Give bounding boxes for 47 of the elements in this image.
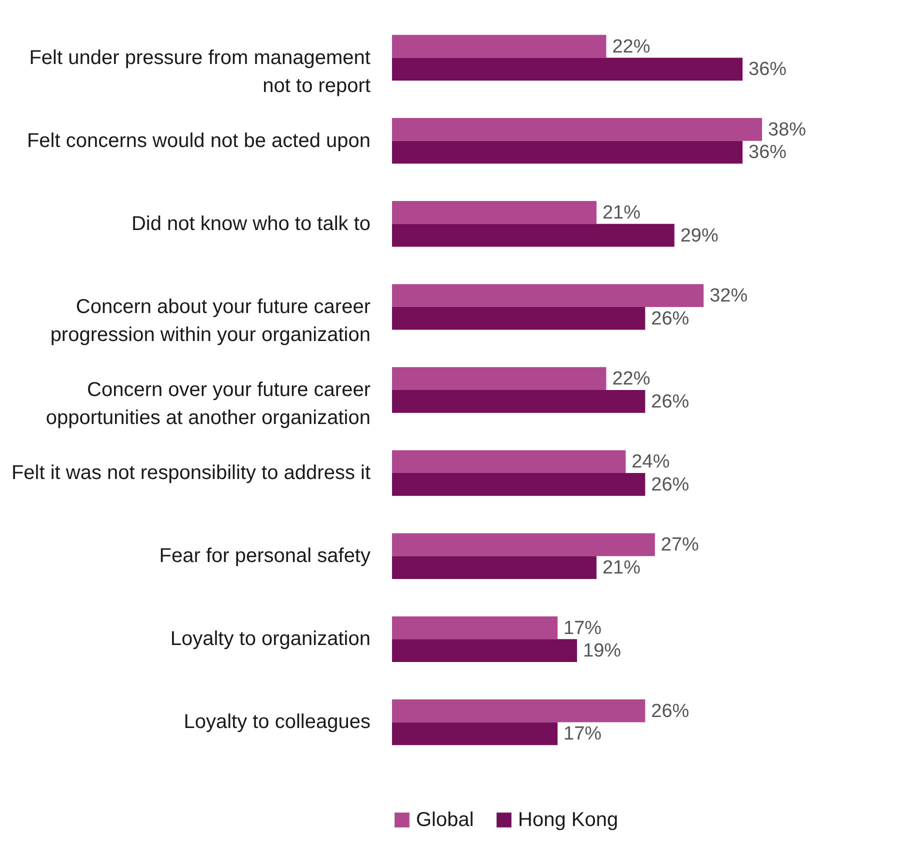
y-tick-label: Felt under pressure from management not to report	[29, 46, 371, 97]
data-label: 17%	[564, 618, 602, 639]
data-label: 17%	[564, 724, 602, 745]
data-label: 38%	[768, 119, 806, 140]
data-label: 24%	[632, 452, 670, 473]
bar	[392, 58, 743, 81]
bar	[392, 556, 596, 579]
bar	[392, 473, 646, 496]
data-label: 22%	[612, 368, 650, 390]
data-label: 26%	[651, 308, 690, 330]
y-tick-label: Felt it was not responsibility to address it	[11, 462, 371, 484]
y-tick-label: Concern about your future career progression within your organization	[50, 296, 371, 346]
bar	[392, 306, 646, 330]
data-label: 21%	[602, 202, 641, 224]
bar	[392, 34, 606, 58]
data-label: 26%	[651, 700, 690, 722]
bar	[392, 284, 704, 307]
legend-label: Global	[416, 809, 474, 831]
bar	[392, 533, 655, 556]
data-label: 26%	[651, 391, 690, 412]
data-label: 29%	[680, 225, 718, 246]
data-label: 26%	[651, 474, 690, 496]
data-label: 22%	[612, 36, 650, 58]
data-label: 21%	[602, 558, 641, 579]
bar	[392, 699, 646, 722]
bar	[392, 224, 674, 247]
bar	[392, 390, 646, 413]
bar	[392, 450, 626, 474]
data-label: 32%	[710, 286, 748, 307]
bar	[392, 201, 596, 224]
y-tick-label: Loyalty to colleagues	[184, 711, 370, 734]
bar	[392, 616, 558, 640]
bar	[392, 722, 558, 746]
bar	[392, 118, 762, 141]
bar	[392, 367, 606, 390]
y-tick-label: Fear for personal safety	[159, 545, 370, 568]
y-tick-label: Felt concerns would not be acted upon	[26, 130, 370, 152]
y-tick-label: Did not know who to talk to	[131, 212, 370, 235]
data-label: 36%	[748, 59, 787, 80]
data-label: 36%	[748, 142, 787, 164]
legend-label: Hong Kong	[518, 809, 618, 831]
y-tick-label: Loyalty to organization	[170, 628, 370, 650]
data-label: 19%	[583, 640, 622, 662]
bar	[392, 140, 743, 164]
bar	[392, 639, 577, 662]
data-label: 27%	[660, 534, 700, 556]
y-tick-label: Concern over your future career opportunities at another organization	[46, 379, 371, 429]
